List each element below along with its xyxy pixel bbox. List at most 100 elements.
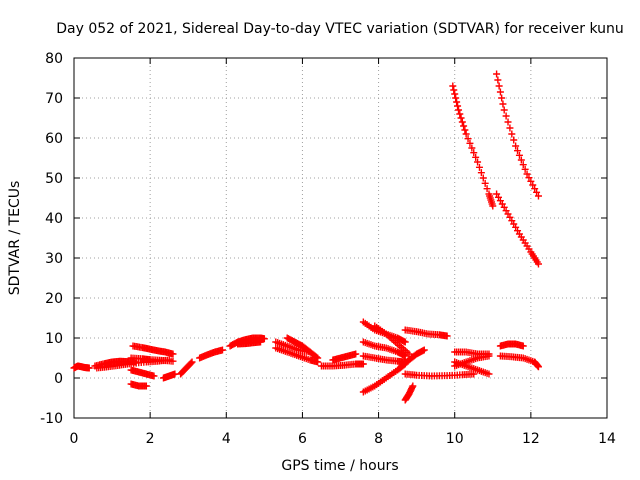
data-point	[485, 352, 493, 360]
data-point	[460, 122, 468, 130]
data-point	[489, 202, 497, 210]
data-series-arc-30	[496, 352, 542, 371]
x-tick-label: 0	[70, 431, 79, 447]
data-point	[453, 98, 461, 106]
data-series-arc-01	[70, 362, 93, 372]
data-point	[466, 139, 474, 147]
data-series-arc-32	[449, 82, 497, 210]
data-point	[452, 94, 460, 102]
data-point	[468, 144, 476, 152]
data-point	[517, 156, 525, 164]
data-point	[498, 94, 506, 102]
data-point	[504, 118, 512, 126]
data-point	[519, 161, 527, 169]
data-series-arc-09	[177, 358, 196, 378]
x-tick-label: 6	[298, 431, 307, 447]
data-series-arc-31	[496, 340, 527, 350]
data-point	[401, 338, 409, 346]
y-tick-label: -10	[40, 411, 63, 427]
data-series-arc-10	[196, 346, 226, 362]
data-point	[314, 354, 322, 362]
data-point	[352, 350, 360, 358]
y-tick-label: 10	[45, 331, 63, 347]
data-series-arc-19	[359, 338, 409, 360]
data-point	[508, 130, 516, 138]
data-point	[531, 185, 539, 193]
data-point	[472, 153, 480, 161]
data-point	[506, 124, 514, 132]
data-point	[458, 118, 466, 126]
y-tick-label: 30	[45, 251, 63, 267]
data-point	[512, 142, 520, 150]
data-point	[485, 370, 493, 378]
data-series-arc-12	[234, 338, 265, 348]
data-point	[527, 177, 535, 185]
y-axis-label: SDTVAR / TECUs	[7, 181, 23, 296]
data-point	[455, 106, 463, 114]
data-point	[534, 363, 542, 371]
data-series-arc-04	[129, 342, 177, 358]
data-point	[187, 359, 195, 367]
data-points	[70, 70, 542, 404]
data-series-arc-24	[397, 346, 428, 370]
data-point	[510, 136, 518, 144]
data-point	[475, 163, 483, 171]
y-tick-label: 70	[45, 91, 63, 107]
data-point	[495, 82, 503, 90]
data-series-arc-25	[401, 370, 478, 380]
data-point	[515, 151, 523, 159]
y-tick-label: 20	[45, 291, 63, 307]
data-point	[451, 90, 459, 98]
x-tick-label: 14	[598, 431, 616, 447]
x-tick-label: 10	[446, 431, 464, 447]
data-point	[257, 338, 265, 346]
data-point	[218, 346, 226, 354]
data-point	[443, 332, 451, 340]
data-series-arc-07	[127, 366, 158, 380]
data-point	[169, 350, 177, 358]
x-axis-ticks: 0 2 4 6 8 10 12 14	[70, 58, 616, 447]
data-point	[470, 149, 478, 157]
x-tick-label: 8	[374, 431, 383, 447]
data-point	[409, 382, 417, 390]
data-point	[496, 88, 504, 96]
data-point	[449, 82, 457, 90]
x-axis-label: GPS time / hours	[281, 458, 398, 474]
data-point	[461, 126, 469, 134]
y-tick-label: 80	[45, 51, 63, 67]
data-series-arc-17	[329, 350, 360, 364]
data-point	[464, 135, 472, 143]
data-point	[454, 102, 462, 110]
data-point	[502, 112, 510, 120]
data-point	[457, 114, 465, 122]
data-point	[525, 174, 533, 182]
chart-title: Day 052 of 2021, Sidereal Day-to-day VTE…	[56, 21, 624, 37]
data-series-arc-16	[317, 360, 367, 370]
data-series-arc-22	[371, 322, 413, 358]
data-point	[359, 360, 367, 368]
data-point	[405, 350, 413, 358]
plot-frame	[73, 57, 608, 419]
data-point	[450, 86, 458, 94]
data-point	[521, 165, 529, 173]
data-point	[85, 364, 93, 372]
data-point	[500, 106, 508, 114]
data-point	[142, 382, 150, 390]
data-series-arc-15	[283, 334, 322, 362]
y-tick-label: 0	[54, 371, 63, 387]
data-point	[493, 70, 501, 78]
data-point	[188, 358, 196, 366]
data-point	[519, 342, 527, 350]
data-series-arc-29	[451, 352, 493, 370]
x-tick-label: 2	[146, 431, 155, 447]
x-tick-label: 12	[522, 431, 540, 447]
data-point	[523, 170, 531, 178]
data-series-arc-06	[127, 380, 150, 390]
data-point	[534, 192, 542, 200]
data-point	[494, 76, 502, 84]
data-point	[534, 260, 542, 268]
data-point	[481, 179, 489, 187]
data-point	[169, 357, 177, 365]
data-point	[499, 100, 507, 108]
y-tick-label: 40	[45, 211, 63, 227]
